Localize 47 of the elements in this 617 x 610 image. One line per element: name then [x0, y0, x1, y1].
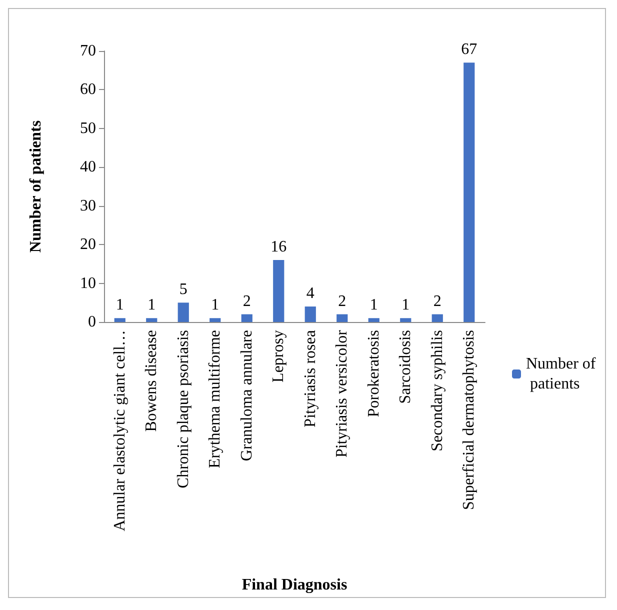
bar	[432, 314, 443, 322]
bar	[241, 314, 252, 322]
y-tick-label: 0	[88, 314, 96, 330]
x-tick-label: Chronic plaque psoriasis	[174, 330, 192, 488]
x-tick-label: Annular elastolytic giant cell…	[111, 330, 128, 532]
bar	[304, 306, 316, 322]
x-tick-label: Superficial dermatophytosis	[460, 330, 478, 510]
x-tick-label: Porokeratosis	[365, 330, 382, 418]
legend-label: Number of patients	[526, 356, 596, 392]
bar	[178, 302, 189, 322]
x-tick-label: Sarcoidosis	[397, 330, 414, 404]
x-tick-label: Bowens disease	[143, 330, 160, 432]
data-label: 2	[338, 292, 346, 310]
data-label: 1	[211, 296, 220, 314]
data-label: 1	[370, 296, 378, 314]
y-axis-title: Number of patients	[28, 120, 44, 253]
y-tick-label: 40	[80, 158, 96, 176]
x-tick-label: Granuloma annulare	[238, 330, 256, 462]
bar	[336, 314, 348, 322]
bar	[146, 318, 158, 322]
data-label: 2	[433, 292, 442, 310]
data-label: 1	[148, 296, 156, 314]
x-axis-title: Final Diagnosis	[242, 576, 348, 594]
bar	[368, 318, 380, 322]
y-tick-label: 50	[80, 120, 96, 137]
bar	[400, 318, 412, 322]
x-tick-label: Secondary syphilis	[428, 330, 446, 452]
x-tick-label: Leprosy	[270, 330, 288, 382]
data-label: 67	[461, 41, 478, 58]
y-tick-label: 20	[80, 236, 96, 254]
y-tick-label: 30	[80, 197, 96, 214]
bar	[464, 62, 475, 322]
data-label: 2	[242, 292, 251, 310]
x-tick-label: Erythema multiforme	[206, 330, 224, 468]
data-label: 5	[179, 281, 188, 298]
y-tick-label: 70	[80, 42, 96, 60]
data-label: 16	[270, 238, 287, 256]
x-tick-label: Pityriasis versicolor	[334, 329, 351, 458]
data-label: 1	[116, 296, 124, 314]
data-label: 1	[402, 296, 410, 314]
x-tick-label: Pityriasis rosea	[302, 330, 319, 428]
bar	[273, 260, 284, 322]
bar	[114, 318, 126, 322]
bar	[210, 318, 221, 322]
y-tick-label: 60	[80, 81, 96, 98]
y-tick-label: 10	[80, 274, 96, 292]
data-label: 4	[306, 285, 314, 302]
